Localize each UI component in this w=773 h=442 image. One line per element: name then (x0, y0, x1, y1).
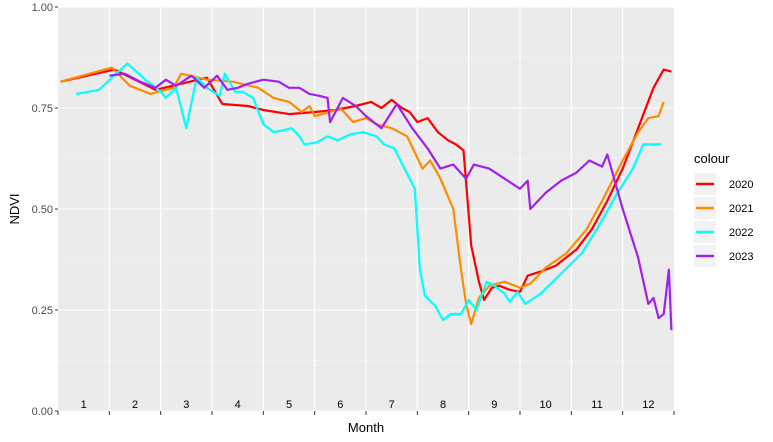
month-label: 1 (81, 399, 87, 411)
month-label: 2 (132, 399, 138, 411)
y-tick-label: 0.75 (32, 103, 53, 115)
legend: colour 2020 2021 2022 2023 (694, 151, 753, 267)
month-label: 12 (642, 399, 654, 411)
month-label: 7 (389, 399, 395, 411)
x-axis-title: Month (348, 420, 384, 435)
major-gridlines (58, 6, 674, 412)
series-line-2023 (109, 72, 673, 331)
series-line-2022 (75, 62, 662, 322)
month-label: 9 (491, 399, 497, 411)
legend-label-2021: 2021 (729, 203, 753, 215)
month-label: 8 (440, 399, 446, 411)
month-label: 3 (183, 399, 189, 411)
month-labels: 1 2 3 4 5 6 7 8 9 10 11 12 (81, 399, 655, 411)
y-tick-label: 0.25 (32, 305, 53, 317)
legend-label-2023: 2023 (729, 251, 753, 263)
series-lines (60, 62, 673, 331)
y-axis: 0.00 0.25 0.50 0.75 1.00 (32, 2, 58, 418)
month-label: 10 (540, 399, 552, 411)
legend-label-2022: 2022 (729, 227, 753, 239)
legend-title: colour (694, 151, 730, 166)
month-label: 6 (337, 399, 343, 411)
y-axis-title: NDVI (7, 193, 22, 224)
month-label: 11 (591, 399, 602, 411)
y-tick-label: 0.50 (32, 204, 53, 216)
y-tick-label: 1.00 (32, 2, 53, 14)
series-line-2020 (60, 68, 672, 301)
month-label: 5 (286, 399, 292, 411)
month-label: 4 (235, 399, 241, 411)
x-axis (57, 411, 675, 415)
y-tick-label: 0.00 (32, 406, 53, 418)
legend-label-2020: 2020 (729, 179, 753, 191)
